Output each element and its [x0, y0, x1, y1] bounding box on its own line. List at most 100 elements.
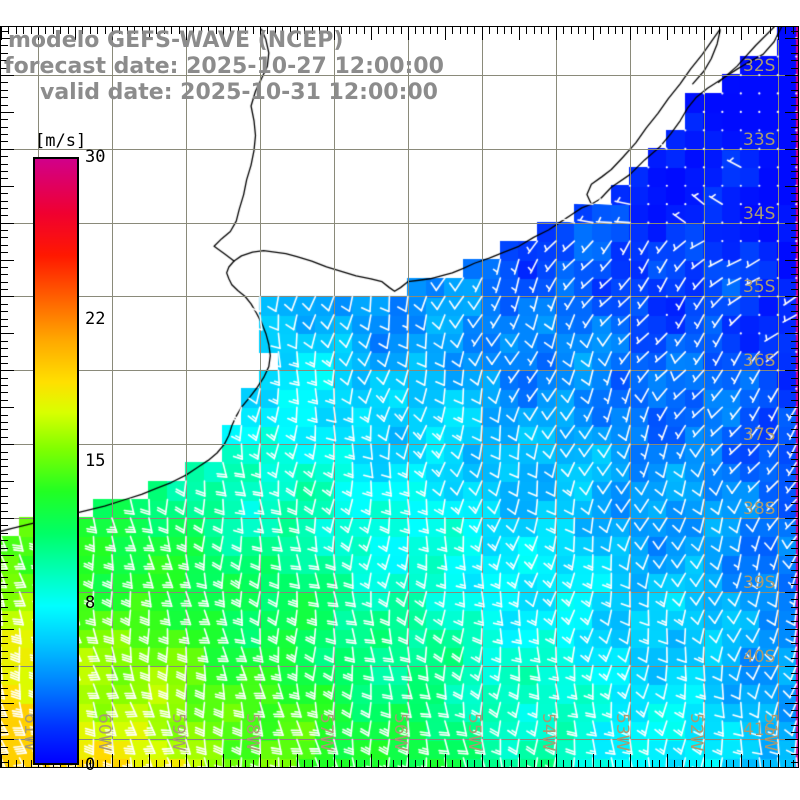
axis-tick — [1, 666, 14, 667]
axis-tick — [223, 27, 224, 40]
axis-tick — [437, 27, 438, 34]
lon-label-52w: 52W — [685, 713, 706, 752]
axis-tick — [1, 562, 8, 563]
axis-tick — [415, 760, 416, 767]
axis-tick — [785, 260, 798, 261]
axis-tick — [504, 27, 505, 34]
axis-tick — [327, 27, 328, 34]
axis-tick — [1, 75, 14, 76]
axis-tick — [1, 82, 8, 83]
axis-tick — [45, 27, 46, 34]
axis-tick — [1, 459, 8, 460]
axis-tick — [556, 754, 557, 767]
axis-tick — [460, 27, 461, 34]
axis-tick — [785, 739, 798, 740]
axis-tick — [748, 27, 749, 34]
axis-tick — [519, 754, 520, 767]
axis-tick — [312, 760, 313, 767]
colorbar-tick-30: 30 — [85, 147, 106, 167]
axis-tick — [534, 27, 535, 34]
axis-tick — [1, 762, 8, 763]
axis-tick — [201, 760, 202, 767]
axis-tick — [1, 215, 8, 216]
axis-tick — [791, 710, 798, 711]
axis-tick — [667, 27, 668, 40]
axis-tick — [785, 149, 798, 150]
axis-tick — [785, 760, 786, 767]
axis-tick — [430, 760, 431, 767]
axis-tick — [748, 760, 749, 767]
map-frame[interactable]: 32S 33S 34S 35S 36S 37S 38S 39S 40S 41S 61W 60W 59W 5… — [0, 26, 799, 768]
axis-tick — [541, 27, 542, 34]
axis-tick — [541, 760, 542, 767]
axis-tick — [1, 444, 14, 445]
axis-tick — [791, 311, 798, 312]
lon-label-59w: 59W — [167, 713, 188, 752]
axis-tick — [1, 584, 8, 585]
axis-tick — [791, 474, 798, 475]
axis-tick — [105, 760, 106, 767]
axis-tick — [8, 760, 9, 767]
axis-tick — [785, 407, 798, 408]
axis-tick — [156, 760, 157, 767]
axis-tick — [1, 518, 14, 519]
axis-tick — [791, 511, 798, 512]
axis-tick — [31, 760, 32, 767]
axis-tick — [615, 27, 616, 34]
axis-tick — [682, 760, 683, 767]
axis-tick — [696, 760, 697, 767]
axis-tick — [193, 760, 194, 767]
axis-tick — [1, 348, 8, 349]
axis-tick — [467, 27, 468, 34]
axis-tick — [791, 208, 798, 209]
axis-tick — [791, 614, 798, 615]
axis-tick — [341, 760, 342, 767]
wind-barb-overlay — [1, 27, 798, 767]
axis-tick — [704, 754, 705, 767]
axis-tick — [1, 511, 8, 512]
axis-tick — [791, 127, 798, 128]
axis-tick — [1, 237, 8, 238]
axis-tick — [297, 27, 298, 40]
axis-tick — [97, 760, 98, 767]
axis-tick — [1, 710, 8, 711]
axis-tick — [793, 27, 794, 34]
axis-tick — [267, 760, 268, 767]
axis-tick — [1, 68, 8, 69]
axis-tick — [791, 466, 798, 467]
axis-tick — [1, 60, 8, 61]
axis-tick — [230, 27, 231, 34]
axis-tick — [245, 27, 246, 34]
axis-tick — [356, 27, 357, 34]
axis-tick — [1, 370, 14, 371]
axis-tick — [645, 760, 646, 767]
axis-tick — [791, 237, 798, 238]
axis-tick — [791, 171, 798, 172]
axis-tick — [1, 673, 8, 674]
axis-tick — [511, 27, 512, 34]
axis-tick — [791, 53, 798, 54]
axis-tick — [1, 208, 8, 209]
axis-tick — [1, 230, 8, 231]
colorbar-tick-22: 22 — [85, 309, 106, 329]
axis-tick — [97, 27, 98, 34]
axis-tick — [134, 27, 135, 34]
axis-tick — [622, 760, 623, 767]
axis-tick — [791, 400, 798, 401]
axis-tick — [682, 27, 683, 34]
axis-tick — [90, 27, 91, 34]
axis-tick — [578, 27, 579, 34]
axis-tick — [193, 27, 194, 34]
axis-tick — [75, 27, 76, 40]
axis-tick — [408, 754, 409, 767]
axis-tick — [282, 27, 283, 34]
lat-label-39s: 39S — [743, 572, 776, 593]
axis-tick — [622, 27, 623, 34]
axis-tick — [230, 760, 231, 767]
axis-tick — [1, 385, 8, 386]
axis-tick — [319, 27, 320, 34]
axis-tick — [142, 27, 143, 34]
axis-tick — [785, 666, 798, 667]
axis-tick — [504, 760, 505, 767]
axis-tick — [1, 45, 8, 46]
